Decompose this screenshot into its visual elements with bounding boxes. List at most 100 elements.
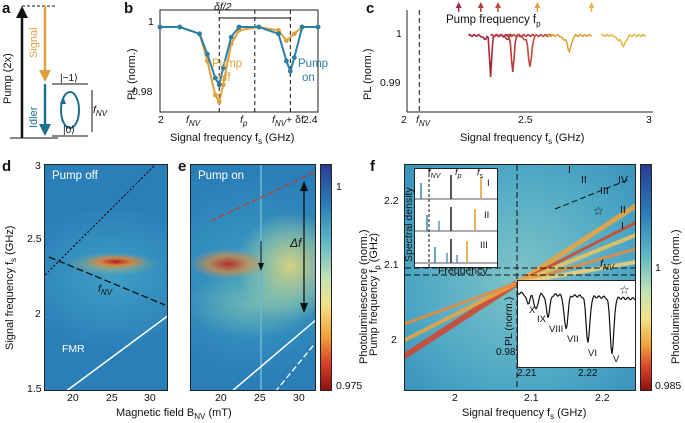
f-cbar-tick-0985: 0.985: [655, 380, 682, 392]
f-ytick-21: 2.1: [384, 259, 399, 271]
b-point-1-0: [157, 24, 163, 30]
idler-label: Idler: [28, 106, 40, 128]
f-fnv-label: fNV: [600, 258, 615, 273]
c-fnv-label: fNV: [416, 114, 431, 129]
d-ytick-3: 3: [35, 160, 41, 172]
inset-dip-VII: VII: [567, 334, 579, 345]
panel-c-label: c: [366, 0, 375, 17]
d-dotted-line: [45, 165, 156, 276]
inset-row-III: III: [480, 240, 488, 251]
inset-spec-xlabel: Frequency: [438, 265, 488, 277]
inset-dip-VIII: VIII: [549, 324, 564, 335]
f-xtick-21: 2.1: [524, 392, 539, 404]
f-ytick-22: 2.2: [384, 195, 399, 207]
d-fnv-label: fNV: [98, 283, 113, 298]
inset-dip-X: X: [529, 305, 536, 316]
b-point-0-0: [157, 24, 163, 30]
b-point-1-7: [228, 34, 234, 40]
c-pump-arrow-head-4: [588, 2, 595, 8]
c-pump-arrow-head-0: [455, 2, 462, 8]
inset-pl-trace: [517, 291, 636, 355]
d-ytick-25: 2.5: [27, 233, 42, 245]
ket-minus-one: |−1⟩: [60, 73, 78, 84]
c-xtick-3: 3: [646, 114, 652, 126]
f-branch-II-right: II: [620, 204, 626, 216]
b-point-0-9: [256, 24, 262, 30]
f-ylabel: Pump frequency fp (GHz): [368, 232, 383, 356]
d-title: Pump off: [52, 170, 98, 182]
inset-pl-ytick: 0.98: [496, 347, 516, 358]
b-point-1-12: [287, 68, 293, 74]
e-fmr-line: [232, 319, 315, 390]
b-pump-on-2: on: [302, 72, 315, 84]
heatmap-e: [190, 164, 316, 391]
b-delta-half: δf/2: [214, 1, 232, 13]
panel-d-label: d: [2, 158, 12, 175]
b-series-line-1: [160, 26, 318, 88]
f-xtick-22: 2.2: [595, 392, 610, 404]
f-branch-line-2: [516, 233, 635, 285]
b-point-1-15: [315, 24, 321, 30]
inset-dip-IX: IX: [537, 314, 546, 325]
pump-label: Pump (2x): [2, 53, 14, 104]
b-point-0-13: [299, 24, 305, 30]
b-fnv-label: fNV: [186, 114, 201, 129]
e-xtick-30: 30: [293, 392, 305, 404]
b-pump-on-1: Pump: [298, 58, 329, 70]
fnv-a-label: fNV: [93, 104, 108, 119]
heatmap-d: [44, 164, 168, 391]
e-red-dashed-line: [210, 171, 315, 222]
e-delta-arrow-top: [300, 181, 308, 191]
inset-spec-ylabel: Spectral density: [403, 187, 415, 262]
panel-e-label: e: [178, 158, 187, 175]
ket-zero: |0⟩: [63, 125, 76, 136]
b-xtick-24: 2.4: [303, 114, 318, 126]
inset-pl-xtick-222: 2.22: [578, 368, 598, 379]
f-ytick-2: 2: [391, 334, 397, 346]
b-point-0-14: [315, 24, 321, 30]
b-pump-off-1: Pump: [212, 58, 243, 70]
e-title: Pump on: [198, 170, 245, 182]
c-ytick-099: 0.99: [380, 77, 401, 89]
inset-pl: [517, 280, 636, 368]
pump-arrow-head: [16, 6, 28, 18]
b-point-0-7: [228, 41, 234, 47]
b-point-1-2: [197, 31, 202, 37]
d-xtick-20: 20: [67, 392, 79, 404]
b-point-0-11: [284, 38, 289, 43]
d-xtick-30: 30: [144, 392, 156, 404]
b-point-0-12: [291, 31, 297, 37]
e-xtick-25: 25: [254, 392, 266, 404]
b-point-1-3: [205, 51, 210, 57]
panel-a-label: a: [2, 0, 11, 17]
f-branch-line-4: [516, 260, 635, 285]
b-point-1-10: [276, 31, 281, 37]
e-cbar-tick-0975: 0.975: [336, 380, 363, 392]
c-dip-trace-3: [546, 33, 593, 54]
b-point-1-13: [291, 55, 297, 60]
f-branch-line-3: [516, 247, 635, 285]
e-fmr-line-2: [275, 342, 315, 390]
inset-pl-ylabel: PL (norm.): [503, 296, 515, 346]
d-fmr-label: FMR: [62, 343, 85, 355]
b-xlabel: Signal frequency fs (GHz): [170, 132, 295, 147]
c-xtick-2: 2: [401, 114, 407, 126]
f-branch-III: III: [600, 185, 609, 197]
f-branch-I-right: I: [621, 220, 624, 232]
b-fp-label: fp: [240, 114, 248, 129]
b-point-1-1: [177, 24, 183, 30]
b-point-0-4: [212, 92, 218, 98]
b-point-1-9: [256, 24, 262, 30]
signal-arrow-head: [39, 70, 51, 82]
c-pump-arrow-head-2: [495, 2, 502, 8]
c-pump-arrow-head-3: [534, 2, 541, 8]
inset-fs: fs: [477, 167, 484, 180]
c-ylabel: PL (norm.): [362, 48, 374, 100]
b-ytick-1: 1: [148, 16, 154, 28]
b-xtick-2: 2: [158, 114, 164, 126]
b-point-0-1: [177, 24, 183, 30]
e-delta-f: Δf: [290, 236, 302, 250]
b-point-1-14: [299, 24, 305, 30]
b-point-0-3: [205, 58, 210, 64]
f-branch-line-6: [405, 281, 518, 343]
